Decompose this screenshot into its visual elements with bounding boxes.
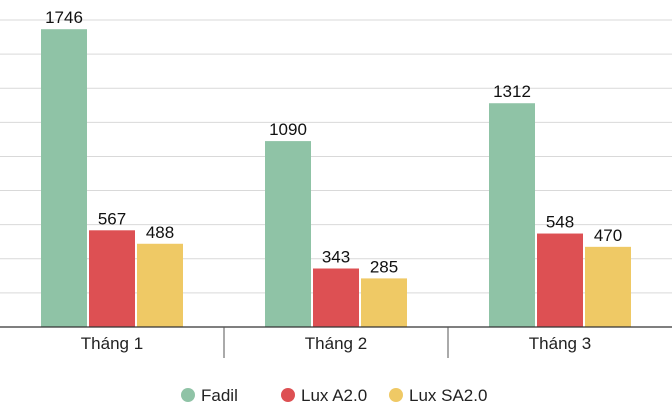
value-label: 488	[146, 223, 174, 242]
bar-lux-a2-0-1	[89, 230, 135, 327]
legend-label: Lux SA2.0	[409, 386, 487, 405]
legend-swatch	[389, 388, 403, 402]
legend-swatch	[281, 388, 295, 402]
bar-fadil-2	[265, 141, 311, 327]
value-label: 548	[546, 213, 574, 232]
x-tick-label: Tháng 3	[529, 334, 591, 353]
value-label: 285	[370, 257, 398, 276]
value-label: 1312	[493, 82, 531, 101]
x-tick-label: Tháng 1	[81, 334, 143, 353]
legend-label: Fadil	[201, 386, 238, 405]
legend-item: Lux A2.0	[281, 386, 367, 405]
legend-swatch	[181, 388, 195, 402]
legend-item: Fadil	[181, 386, 238, 405]
legend-item: Lux SA2.0	[389, 386, 487, 405]
bar-fadil-1	[41, 29, 87, 328]
value-label: 470	[594, 226, 622, 245]
legend-label: Lux A2.0	[301, 386, 367, 405]
bars	[41, 29, 631, 328]
value-label: 343	[322, 247, 350, 266]
category-separators	[223, 327, 449, 358]
value-label: 1746	[45, 8, 83, 27]
bar-lux-sa2-0-2	[361, 278, 407, 327]
value-label: 567	[98, 209, 126, 228]
bar-lux-sa2-0-1	[137, 243, 183, 327]
bar-lux-a2-0-3	[537, 233, 583, 327]
value-label: 1090	[269, 120, 307, 139]
bar-fadil-3	[489, 103, 535, 327]
value-labels: 1746 567 488 1090 343 285 1312 548 470	[45, 8, 622, 276]
bar-lux-a2-0-2	[313, 268, 359, 327]
bar-lux-sa2-0-3	[585, 246, 631, 327]
x-axis-tick-labels: Tháng 1 Tháng 2 Tháng 3	[81, 334, 591, 353]
legend: Fadil Lux A2.0 Lux SA2.0	[181, 386, 487, 405]
x-tick-label: Tháng 2	[305, 334, 367, 353]
